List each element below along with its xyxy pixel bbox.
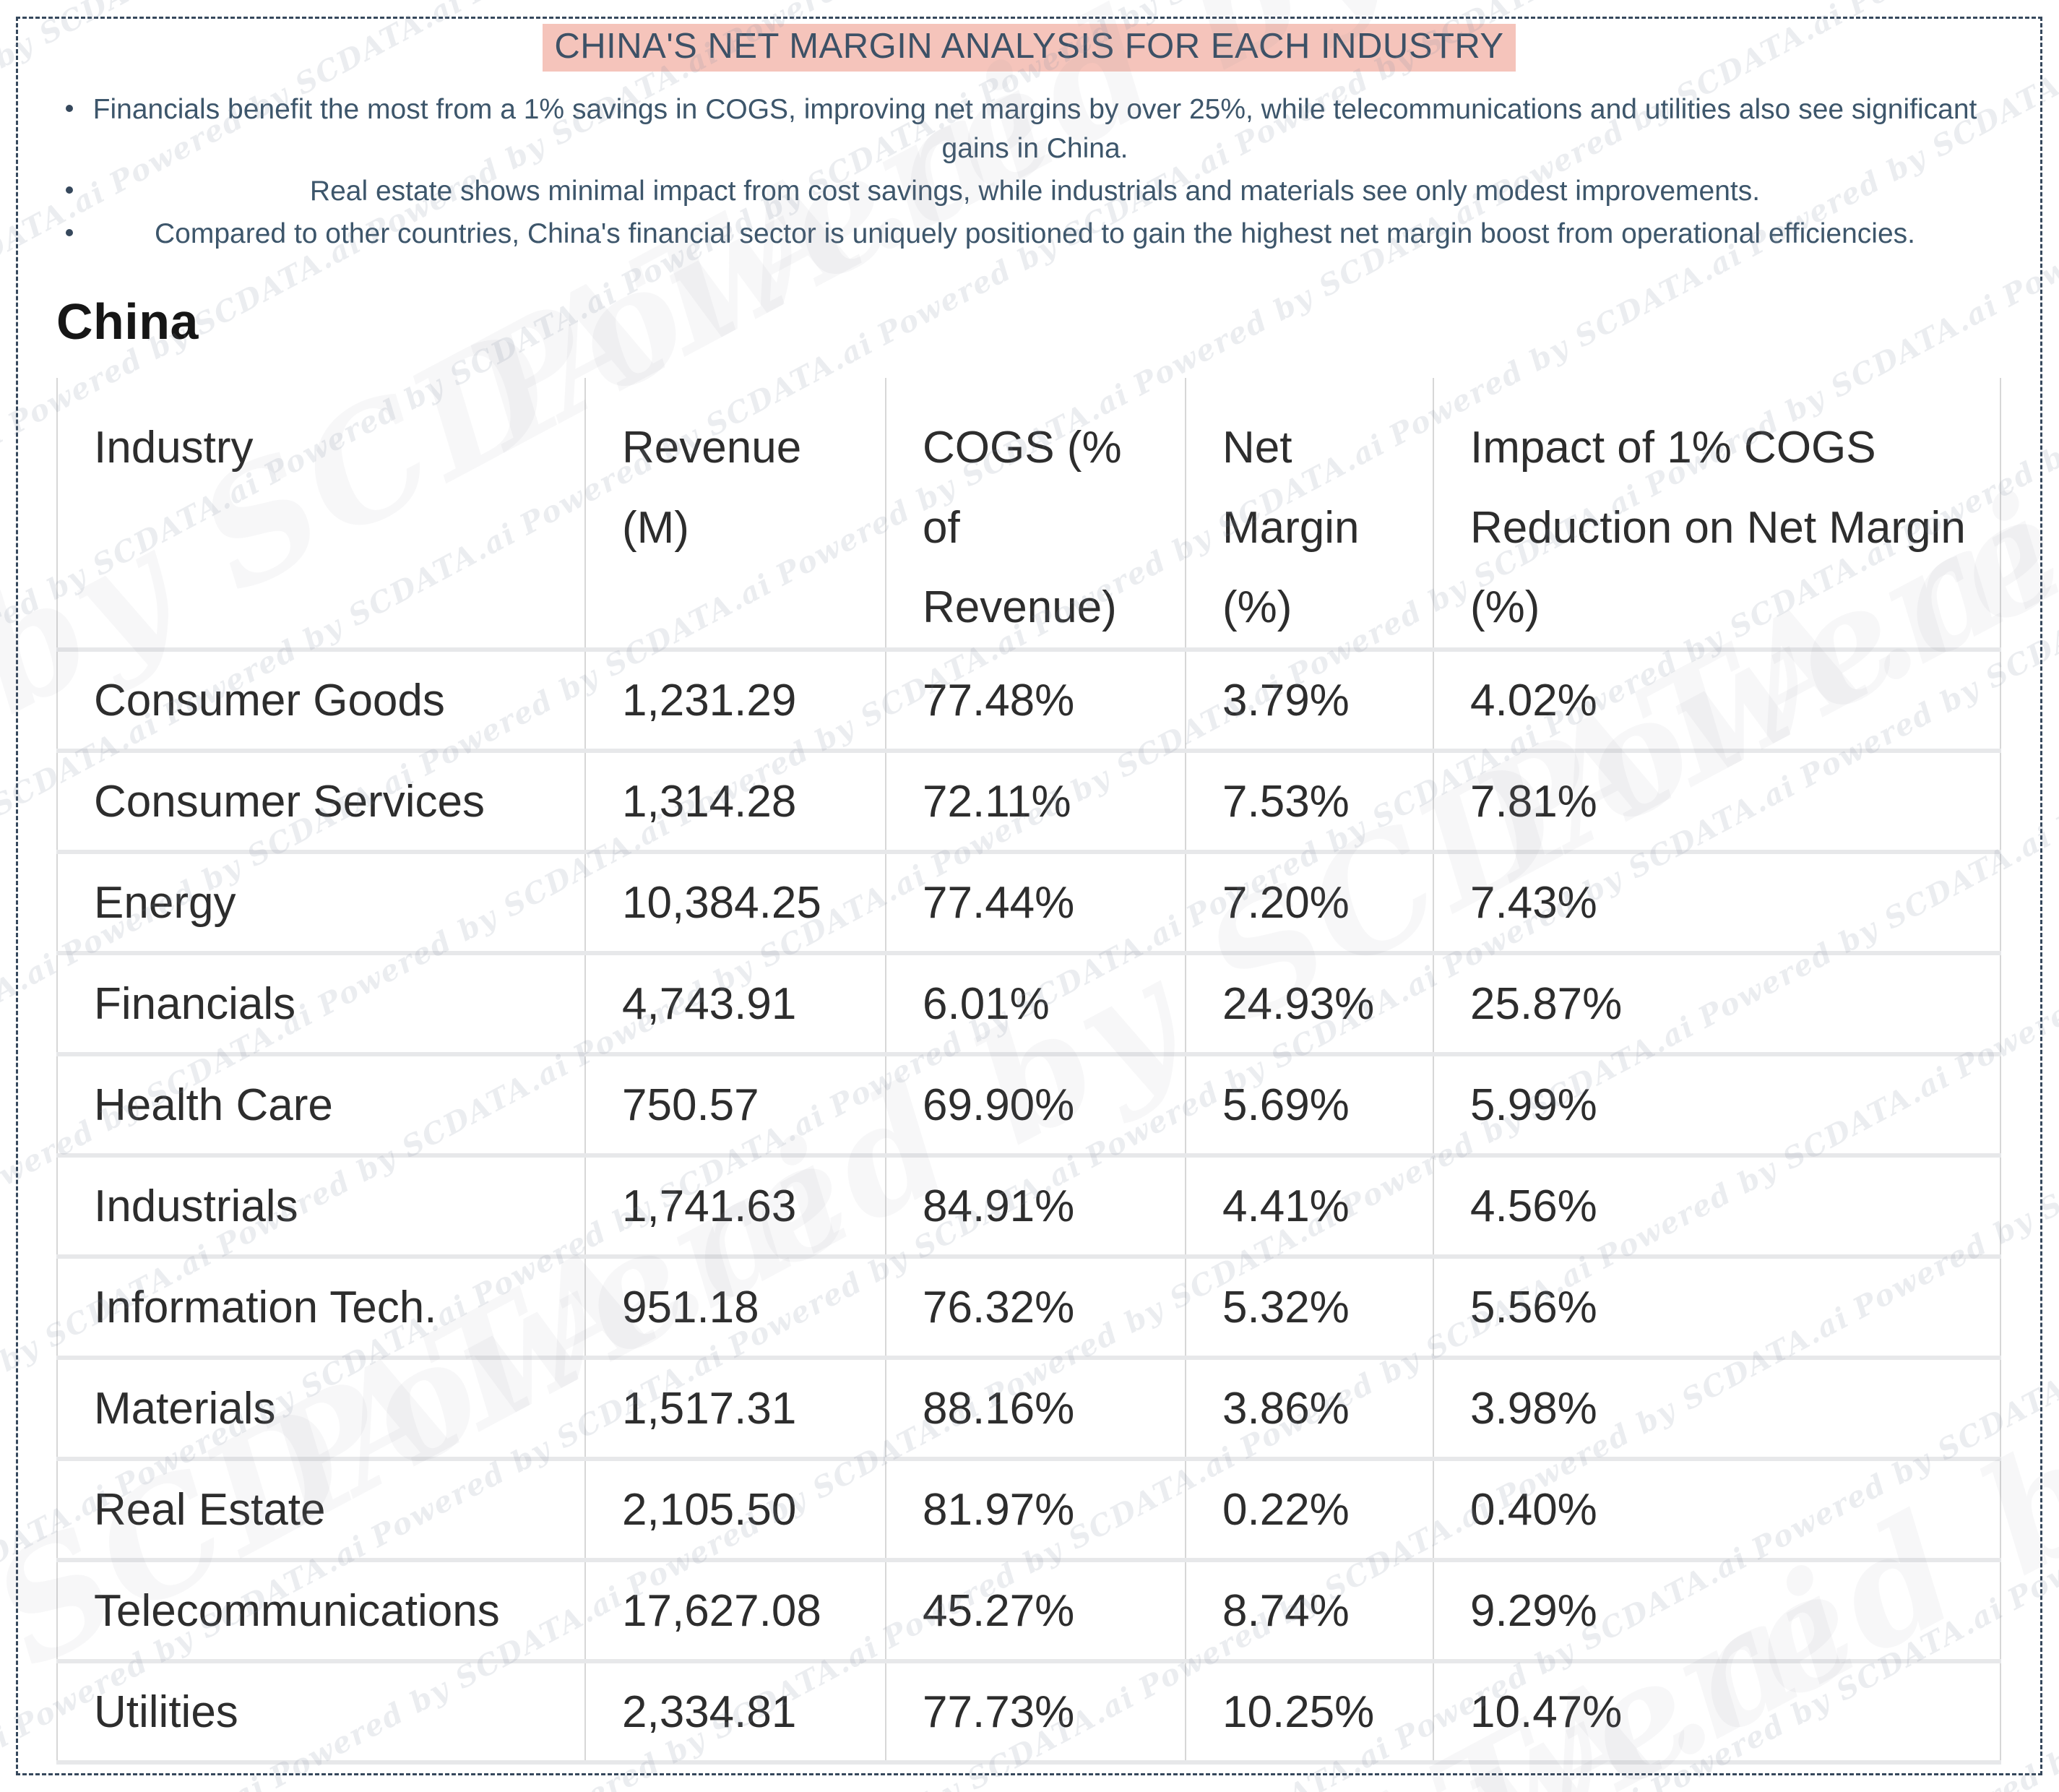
- table-cell-net_margin_pct: 5.32%: [1185, 1254, 1433, 1358]
- insight-item: Financials benefit the most from a 1% sa…: [33, 90, 1997, 169]
- column-header-impact: Impact of 1% COGS Reduction on Net Margi…: [1433, 378, 2001, 650]
- bullet-icon: [66, 186, 73, 194]
- table-row: Health Care 750.57 69.90% 5.69% 5.99%: [56, 1052, 2001, 1156]
- column-header-net-margin: Net Margin (%): [1185, 378, 1433, 650]
- insight-item: Real estate shows minimal impact from co…: [33, 172, 1997, 212]
- table-row: Energy 10,384.25 77.44% 7.20% 7.43%: [56, 850, 2001, 954]
- table-cell-net_margin_pct: 7.20%: [1185, 850, 1433, 954]
- page-title: CHINA'S NET MARGIN ANALYSIS FOR EACH IND…: [543, 24, 1516, 72]
- table-cell-revenue_m: 4,743.91: [584, 951, 886, 1055]
- insight-text: Real estate shows minimal impact from co…: [309, 176, 1761, 207]
- table-cell-impact_of_1pct_cogs_reduction_on_net_margin_pct: 0.40%: [1433, 1457, 2001, 1561]
- table-cell-impact_of_1pct_cogs_reduction_on_net_margin_pct: 4.56%: [1433, 1153, 2001, 1257]
- table-cell-revenue_m: 1,231.29: [584, 647, 886, 751]
- table-cell-industry: Information Tech.: [56, 1254, 585, 1358]
- table-cell-impact_of_1pct_cogs_reduction_on_net_margin_pct: 3.98%: [1433, 1356, 2001, 1460]
- table-cell-industry: Financials: [56, 951, 585, 1055]
- column-header-revenue: Revenue (M): [584, 378, 886, 650]
- industry-table: Industry Revenue (M) COGS (% of Revenue)…: [56, 378, 2001, 1765]
- table-cell-impact_of_1pct_cogs_reduction_on_net_margin_pct: 5.99%: [1433, 1052, 2001, 1156]
- table-row: Materials 1,517.31 88.16% 3.86% 3.98%: [56, 1356, 2001, 1460]
- table-cell-revenue_m: 2,334.81: [584, 1659, 886, 1765]
- column-header-cogs: COGS (% of Revenue): [885, 378, 1186, 650]
- table-cell-revenue_m: 10,384.25: [584, 850, 886, 954]
- table-row: Real Estate 2,105.50 81.97% 0.22% 0.40%: [56, 1457, 2001, 1561]
- table-cell-cogs_pct_of_revenue: 77.48%: [885, 647, 1186, 751]
- table-cell-industry: Consumer Services: [56, 749, 585, 853]
- table-cell-impact_of_1pct_cogs_reduction_on_net_margin_pct: 5.56%: [1433, 1254, 2001, 1358]
- table-cell-cogs_pct_of_revenue: 6.01%: [885, 951, 1186, 1055]
- insight-text: Compared to other countries, China's fin…: [155, 217, 1915, 249]
- table-cell-industry: Consumer Goods: [56, 647, 585, 751]
- insight-text: Financials benefit the most from a 1% sa…: [92, 93, 1977, 165]
- insight-item: Compared to other countries, China's fin…: [33, 215, 1997, 254]
- table-cell-revenue_m: 2,105.50: [584, 1457, 886, 1561]
- table-cell-net_margin_pct: 7.53%: [1185, 749, 1433, 853]
- watermark-text: Powered by SCDATA.ai: [1287, 1781, 1652, 1792]
- column-header-industry: Industry: [56, 378, 585, 650]
- bullet-icon: [66, 228, 73, 236]
- table-row: Consumer Services 1,314.28 72.11% 7.53% 7.81…: [56, 749, 2001, 853]
- watermark-text: Powered by SCDATA.ai: [461, 0, 826, 11]
- watermark-text: Powered by SCDATA.ai: [2050, 629, 2059, 845]
- table-cell-impact_of_1pct_cogs_reduction_on_net_margin_pct: 25.87%: [1433, 951, 2001, 1055]
- table-body: Consumer Goods 1,231.29 77.48% 3.79% 4.02% Co…: [56, 647, 2001, 1765]
- table-cell-cogs_pct_of_revenue: 45.27%: [885, 1558, 1186, 1662]
- table-row: Telecommunications 17,627.08 45.27% 8.74% 9.…: [56, 1558, 2001, 1662]
- table-cell-revenue_m: 951.18: [584, 1254, 886, 1358]
- table-cell-industry: Real Estate: [56, 1457, 585, 1561]
- table-cell-cogs_pct_of_revenue: 76.32%: [885, 1254, 1186, 1358]
- table-cell-industry: Telecommunications: [56, 1558, 585, 1662]
- table-cell-net_margin_pct: 3.79%: [1185, 647, 1433, 751]
- table-cell-net_margin_pct: 4.41%: [1185, 1153, 1433, 1257]
- insights-list: Financials benefit the most from a 1% sa…: [33, 90, 1997, 254]
- table-cell-cogs_pct_of_revenue: 77.73%: [885, 1659, 1186, 1765]
- table-row: Industrials 1,741.63 84.91% 4.41% 4.56%: [56, 1153, 2001, 1257]
- title-row: CHINA'S NET MARGIN ANALYSIS FOR EACH IND…: [18, 24, 2040, 72]
- table-cell-cogs_pct_of_revenue: 84.91%: [885, 1153, 1186, 1257]
- table-cell-cogs_pct_of_revenue: 77.44%: [885, 850, 1186, 954]
- dashed-border-frame: CHINA'S NET MARGIN ANALYSIS FOR EACH IND…: [16, 17, 2042, 1775]
- table-cell-impact_of_1pct_cogs_reduction_on_net_margin_pct: 7.43%: [1433, 850, 2001, 954]
- table-cell-revenue_m: 750.57: [584, 1052, 886, 1156]
- table-row: Financials 4,743.91 6.01% 24.93% 25.87%: [56, 951, 2001, 1055]
- table-cell-industry: Energy: [56, 850, 585, 954]
- table-cell-industry: Materials: [56, 1356, 585, 1460]
- table-cell-impact_of_1pct_cogs_reduction_on_net_margin_pct: 7.81%: [1433, 749, 2001, 853]
- table-row: Consumer Goods 1,231.29 77.48% 3.79% 4.02%: [56, 647, 2001, 751]
- table-cell-industry: Utilities: [56, 1659, 585, 1765]
- section-heading: China: [56, 293, 199, 350]
- watermark-text: Powered by SCDATA.ai: [0, 415, 11, 631]
- table-cell-impact_of_1pct_cogs_reduction_on_net_margin_pct: 4.02%: [1433, 647, 2001, 751]
- table-cell-net_margin_pct: 10.25%: [1185, 1659, 1433, 1765]
- table-cell-net_margin_pct: 8.74%: [1185, 1558, 1433, 1662]
- table-header: Industry Revenue (M) COGS (% of Revenue)…: [56, 378, 2001, 650]
- table-cell-impact_of_1pct_cogs_reduction_on_net_margin_pct: 9.29%: [1433, 1558, 2001, 1662]
- table-cell-industry: Health Care: [56, 1052, 585, 1156]
- table-cell-revenue_m: 1,314.28: [584, 749, 886, 853]
- table-cell-impact_of_1pct_cogs_reduction_on_net_margin_pct: 10.47%: [1433, 1659, 2001, 1765]
- table-row: Information Tech. 951.18 76.32% 5.32% 5.56%: [56, 1254, 2001, 1358]
- table-cell-industry: Industrials: [56, 1153, 585, 1257]
- table-cell-revenue_m: 1,741.63: [584, 1153, 886, 1257]
- table-cell-revenue_m: 1,517.31: [584, 1356, 886, 1460]
- table-cell-cogs_pct_of_revenue: 88.16%: [885, 1356, 1186, 1460]
- table-header-row: Industry Revenue (M) COGS (% of Revenue)…: [56, 378, 2001, 650]
- table-cell-net_margin_pct: 3.86%: [1185, 1356, 1433, 1460]
- table-cell-cogs_pct_of_revenue: 81.97%: [885, 1457, 1186, 1561]
- table-cell-revenue_m: 17,627.08: [584, 1558, 886, 1662]
- bullet-icon: [66, 104, 73, 112]
- table-cell-net_margin_pct: 0.22%: [1185, 1457, 1433, 1561]
- table-row: Utilities 2,334.81 77.73% 10.25% 10.47%: [56, 1659, 2001, 1765]
- watermark-text: Powered by SCDATA.ai: [0, 1718, 16, 1792]
- table-cell-cogs_pct_of_revenue: 69.90%: [885, 1052, 1186, 1156]
- table-cell-net_margin_pct: 5.69%: [1185, 1052, 1433, 1156]
- page-content: CHINA'S NET MARGIN ANALYSIS FOR EACH IND…: [18, 24, 2040, 1778]
- table-cell-cogs_pct_of_revenue: 72.11%: [885, 749, 1186, 853]
- table-cell-net_margin_pct: 24.93%: [1185, 951, 1433, 1055]
